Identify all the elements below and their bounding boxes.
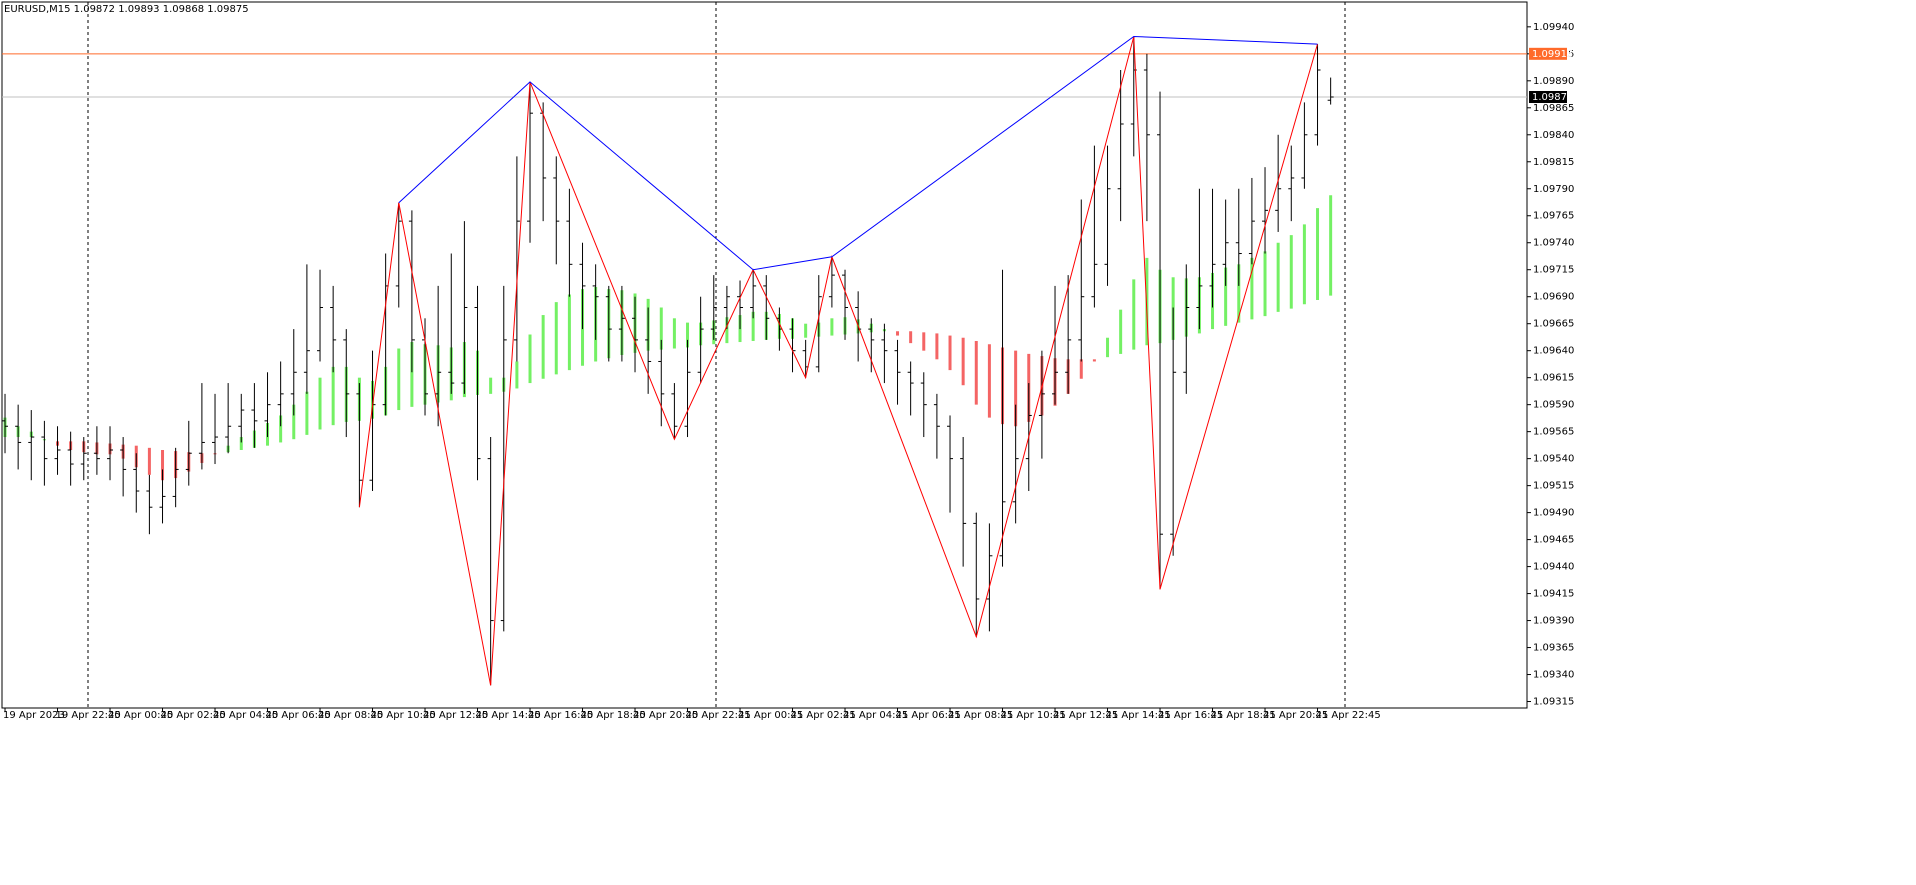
x-tick-label: 21 Apr 12:45 (1053, 710, 1118, 721)
y-tick-label: 1.09865 (1533, 103, 1574, 114)
y-tick-label: 1.09540 (1533, 454, 1574, 465)
x-tick-label: 20 Apr 18:45 (581, 710, 646, 721)
x-tick-label: 20 Apr 16:45 (528, 710, 593, 721)
x-tick-label: 20 Apr 06:45 (266, 710, 331, 721)
plot-frame (1, 1, 1528, 709)
y-tick-label: 1.09640 (1533, 346, 1574, 357)
y-tick-label: 1.09465 (1533, 535, 1574, 546)
x-tick-label: 21 Apr 18:45 (1211, 710, 1276, 721)
x-tick-label: 20 Apr 22:45 (686, 710, 751, 721)
x-tick-label: 21 Apr 04:45 (843, 710, 908, 721)
y-tick-label: 1.09590 (1533, 400, 1574, 411)
x-tick-label: 19 Apr 22:45 (56, 710, 121, 721)
y-tick-label: 1.09665 (1533, 319, 1574, 330)
y-tick-label: 1.09340 (1533, 670, 1574, 681)
x-tick-label: 21 Apr 16:45 (1158, 710, 1223, 721)
y-tick-label: 1.09390 (1533, 616, 1574, 627)
y-tick-label: 1.09715 (1533, 265, 1574, 276)
y-tick-label: 1.09690 (1533, 292, 1574, 303)
price-label: 1.09915 (1532, 49, 1573, 60)
price-label-box (1529, 47, 1567, 60)
x-tick-label: 20 Apr 08:45 (318, 710, 383, 721)
x-tick-label: 21 Apr 08:45 (948, 710, 1013, 721)
y-tick-label: 1.09365 (1533, 643, 1574, 654)
y-tick-label: 1.09490 (1533, 508, 1574, 519)
y-tick-label: 1.09940 (1533, 22, 1574, 33)
y-tick-label: 1.09565 (1533, 427, 1574, 438)
y-tick-label: 1.09615 (1533, 373, 1574, 384)
x-tick-label: 20 Apr 20:45 (633, 710, 698, 721)
x-tick-label: 21 Apr 20:45 (1263, 710, 1328, 721)
price-label: 1.09875 (1532, 92, 1573, 103)
x-tick-label: 21 Apr 02:45 (791, 710, 856, 721)
x-tick-label: 21 Apr 00:45 (738, 710, 803, 721)
y-tick-label: 1.09515 (1533, 481, 1574, 492)
y-tick-label: 1.09840 (1533, 130, 1574, 141)
x-tick-label: 21 Apr 22:45 (1316, 710, 1381, 721)
price-label-box (1529, 90, 1567, 103)
y-tick-label: 1.09415 (1533, 589, 1574, 600)
x-tick-label: 20 Apr 12:45 (423, 710, 488, 721)
x-tick-label: 20 Apr 02:45 (161, 710, 226, 721)
x-tick-label: 20 Apr 14:45 (476, 710, 541, 721)
x-tick-label: 21 Apr 10:45 (1001, 710, 1066, 721)
y-tick-label: 1.09765 (1533, 211, 1574, 222)
y-tick-label: 1.09740 (1533, 238, 1574, 249)
y-tick-label: 1.09790 (1533, 184, 1574, 195)
x-tick-label: 21 Apr 06:45 (896, 710, 961, 721)
x-tick-label: 20 Apr 00:45 (108, 710, 173, 721)
zigzag-line (358, 36, 1318, 686)
chart-title: EURUSD,M15 1.09872 1.09893 1.09868 1.098… (4, 4, 249, 15)
y-tick-label: 1.09440 (1533, 562, 1574, 573)
x-tick-label: 20 Apr 10:45 (371, 710, 436, 721)
zigzag-line (398, 35, 1318, 271)
x-tick-label: 20 Apr 04:45 (213, 710, 278, 721)
y-tick-label: 1.09315 (1533, 697, 1574, 708)
x-tick-label: 21 Apr 14:45 (1106, 710, 1171, 721)
y-tick-label: 1.09890 (1533, 76, 1574, 87)
x-tick-label: 19 Apr 2023 (3, 710, 65, 721)
y-tick-label: 1.09815 (1533, 157, 1574, 168)
